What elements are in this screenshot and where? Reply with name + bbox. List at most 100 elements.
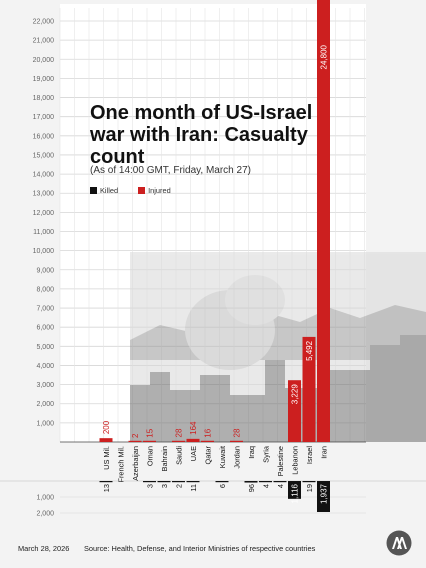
y-tick-label: 13,000 [33, 191, 55, 198]
killed-value-label: 11 [189, 484, 198, 492]
y-tick-label: 21,000 [33, 38, 55, 45]
y-tick-label: 7,000 [36, 306, 54, 313]
category-label: Iran [320, 446, 329, 459]
injured-value-label: 164 [189, 421, 198, 435]
y-tick-label: 4,000 [36, 363, 54, 370]
legend-label-injured: Injured [148, 186, 171, 195]
injured-bar [172, 440, 185, 442]
killed-value-label: 2 [175, 484, 184, 488]
injured-bar [230, 440, 243, 442]
category-label: Bahrain [160, 446, 169, 471]
y-tick-label: 8,000 [36, 286, 54, 293]
killed-bar [143, 481, 156, 483]
y-tick-label: 18,000 [33, 95, 55, 102]
legend-swatch-injured [138, 187, 146, 194]
injured-bar [302, 336, 316, 442]
y-tick-label: 11,000 [33, 229, 54, 236]
injured-value-label: 24,800 [320, 44, 329, 69]
anadolu-logo-icon [386, 530, 412, 556]
category-label: Syria [262, 445, 271, 463]
category-label: Lebanon [291, 446, 300, 475]
killed-value-label: 1,116 [291, 483, 300, 503]
y-tick-label: 15,000 [33, 152, 55, 159]
footer-date: March 28, 2026 [18, 544, 70, 553]
category-label: Palestine [276, 446, 285, 476]
category-label: Qatar [204, 445, 213, 464]
category-label: Israel [305, 446, 314, 464]
category-label: Saudi [175, 446, 184, 465]
injured-bar [288, 380, 301, 442]
y-tick-label: 22,000 [33, 19, 55, 26]
y-tick-label: 16,000 [33, 133, 55, 140]
killed-value-label: 96 [247, 484, 256, 492]
killed-tick-label: 1,000 [36, 495, 54, 502]
chart-subtitle: (As of 14:00 GMT, Friday, March 27) [90, 165, 251, 176]
injured-value-label: 15 [146, 428, 155, 437]
y-tick-label: 3,000 [36, 382, 54, 389]
injured-bar [186, 438, 200, 442]
injured-value-label: 28 [233, 428, 242, 437]
y-tick-label: 14,000 [33, 172, 55, 179]
backdrop-photo [130, 252, 426, 442]
killed-tick-label: 2,000 [36, 511, 54, 518]
killed-value-label: 6 [218, 484, 227, 488]
y-tick-label: 20,000 [33, 57, 55, 64]
chart-legend: Killed Injured [90, 186, 185, 195]
killed-bar [259, 481, 272, 483]
category-label: UAE [189, 446, 198, 461]
injured-value-label: 28 [175, 428, 184, 437]
legend-item-injured: Injured [138, 186, 171, 195]
killed-bar [157, 481, 171, 483]
killed-value-label: 3 [160, 484, 169, 488]
category-label: Oman [146, 446, 155, 466]
killed-bar [244, 481, 258, 483]
killed-bar [302, 481, 316, 483]
category-label: Kuwait [218, 446, 227, 468]
category-label: Azerbaijan [131, 446, 140, 481]
injured-bar [143, 440, 156, 442]
y-tick-label: 6,000 [36, 325, 54, 332]
injured-bar [201, 440, 214, 442]
chart-title: One month of US-Israel war with Iran: Ca… [90, 102, 313, 168]
category-label: Jordan [233, 446, 242, 469]
y-tick-label: 5,000 [36, 344, 54, 351]
y-tick-label: 12,000 [33, 210, 55, 217]
y-tick-label: 10,000 [33, 248, 55, 255]
backdrop-smoke-2 [225, 275, 285, 325]
y-tick-label: 19,000 [33, 76, 55, 83]
killed-value-label: 3 [146, 484, 155, 488]
category-label: French Mil. [117, 446, 126, 483]
killed-value-label: 19 [305, 484, 314, 492]
y-tick-label: 2,000 [36, 401, 54, 408]
injured-value-label: 2 [131, 433, 140, 438]
injured-bar [317, 0, 330, 442]
killed-bar [186, 481, 200, 483]
injured-value-label: 16 [204, 428, 213, 437]
killed-bar [288, 481, 301, 499]
killed-value-label: 13 [102, 484, 111, 492]
injured-value-label: 5,492 [305, 340, 314, 361]
killed-value-label: 4 [276, 484, 285, 488]
legend-item-killed: Killed [90, 186, 118, 195]
y-tick-label: 9,000 [36, 267, 54, 274]
category-label: Iraq [247, 446, 256, 459]
legend-swatch-killed [90, 187, 97, 194]
killed-bar [172, 481, 185, 483]
killed-value-label: 1,937 [320, 483, 329, 504]
killed-value-label: 4 [262, 484, 271, 488]
killed-bar [317, 481, 330, 512]
killed-bar [273, 481, 287, 483]
injured-value-label: 200 [102, 420, 111, 434]
legend-label-killed: Killed [100, 186, 119, 195]
category-label: US Mil. [102, 446, 111, 470]
y-tick-label: 17,000 [33, 114, 55, 121]
injured-bar [99, 438, 113, 442]
backdrop-buildings [130, 335, 426, 442]
killed-bar [99, 481, 113, 483]
footer-source: Source: Health, Defense, and Interior Mi… [84, 544, 316, 553]
injured-value-label: 3,229 [291, 384, 300, 405]
y-tick-label: 1,000 [36, 420, 54, 427]
killed-bar [215, 481, 229, 483]
